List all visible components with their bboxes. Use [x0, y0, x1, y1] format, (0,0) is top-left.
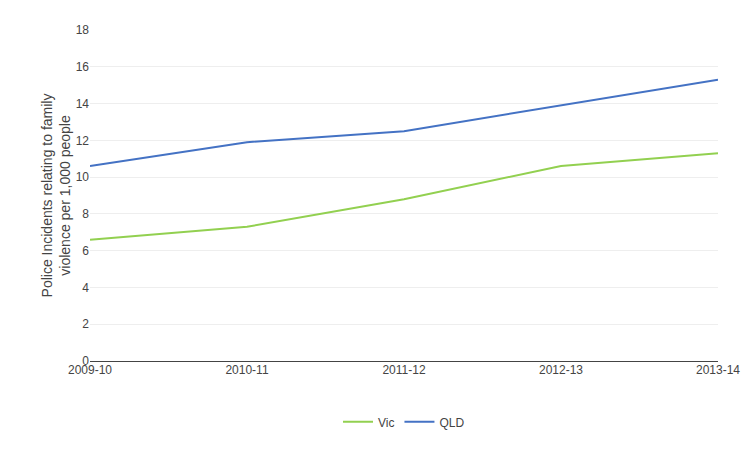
svg-text:2: 2	[82, 317, 89, 331]
svg-text:16: 16	[76, 60, 90, 74]
svg-text:14: 14	[76, 97, 90, 111]
svg-text:4: 4	[82, 281, 89, 295]
svg-text:Vic: Vic	[378, 416, 394, 430]
svg-text:2009-10: 2009-10	[68, 363, 112, 377]
svg-text:8: 8	[82, 207, 89, 221]
svg-text:2011-12: 2011-12	[382, 363, 425, 377]
svg-text:0: 0	[82, 354, 89, 368]
svg-text:6: 6	[82, 244, 89, 258]
svg-text:2013-14: 2013-14	[696, 363, 740, 377]
svg-text:QLD: QLD	[439, 416, 464, 430]
svg-text:2012-13: 2012-13	[539, 363, 583, 377]
svg-text:12: 12	[76, 134, 90, 148]
svg-text:Police Incidents relating to f: Police Incidents relating to familyviole…	[39, 94, 73, 298]
svg-text:18: 18	[76, 23, 90, 37]
svg-text:10: 10	[76, 170, 90, 184]
svg-text:2010-11: 2010-11	[225, 363, 268, 377]
